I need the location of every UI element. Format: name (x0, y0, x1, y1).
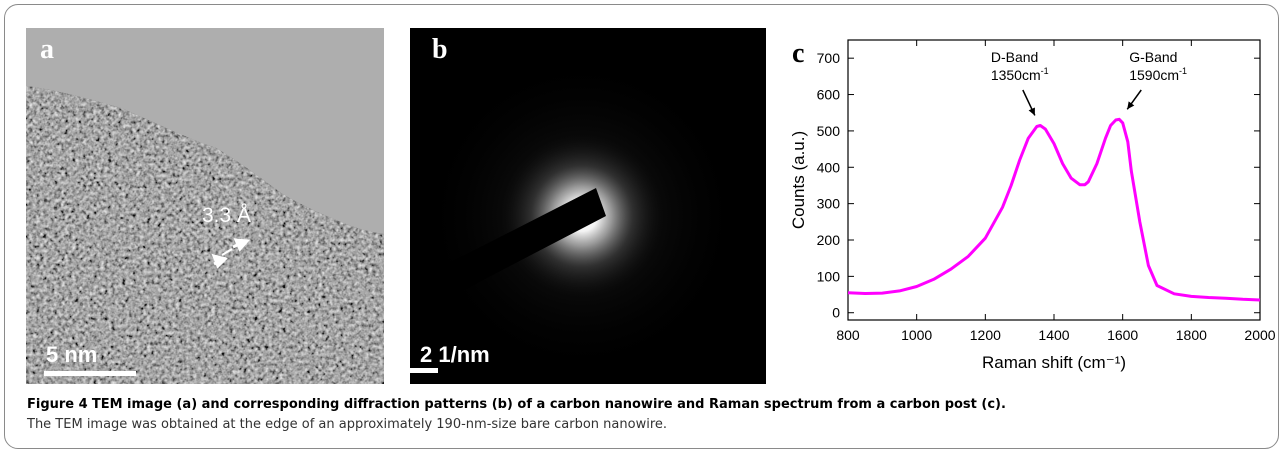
panel-letter-c: c (792, 38, 805, 69)
x-tick-label: 1000 (901, 327, 932, 343)
tem-image-panel: a 3.3 Å 5 nm (26, 28, 384, 384)
caption-body: The TEM image was obtained at the edge o… (27, 417, 668, 432)
panel-letter-a: a (40, 34, 54, 65)
x-tick-label: 1200 (970, 327, 1001, 343)
beam-stop (410, 188, 606, 318)
peak-label-name: G-Band (1129, 49, 1177, 65)
x-tick-label: 1800 (1176, 327, 1207, 343)
caption-label: Figure 4 (27, 397, 88, 412)
y-axis-label: Counts (a.u.) (789, 131, 808, 229)
figure-caption: Figure 4 TEM image (a) and corresponding… (27, 395, 1267, 435)
scale-bar-a (44, 371, 136, 376)
y-tick-label: 0 (832, 305, 840, 321)
caption-title: TEM image (a) and corresponding diffract… (91, 397, 1006, 412)
peak-label-shift: 1590cm-1 (1129, 66, 1187, 83)
chart-ticks: 800 1000 1200 1400 1600 1800 2000 0 100 200 300 400… (817, 40, 1276, 343)
lattice-spacing-arrows (211, 238, 251, 269)
y-tick-label: 400 (817, 159, 841, 175)
scale-label-b: 2 1/nm (420, 342, 490, 367)
x-axis-label: Raman shift (cm⁻¹) (982, 353, 1126, 372)
diffraction-pattern (410, 28, 766, 384)
y-tick-label: 200 (817, 232, 841, 248)
peak-arrowhead (1127, 101, 1135, 110)
figure-frame (4, 4, 1279, 449)
y-tick-label: 100 (817, 268, 841, 284)
diffraction-pattern-panel: b 2 1/nm (410, 28, 766, 384)
tem-image (26, 28, 384, 384)
raman-chart: 800 1000 1200 1400 1600 1800 2000 0 100 200 300 400… (789, 39, 1276, 372)
peak-label-shift: 1350cm-1 (991, 66, 1049, 83)
y-tick-label: 700 (817, 50, 841, 66)
chart-axes (847, 39, 1261, 321)
lattice-spacing-label: 3.3 Å (202, 204, 252, 227)
raman-spectrum-line (847, 117, 1261, 302)
y-tick-label: 600 (817, 87, 841, 103)
peak-label-name: D-Band (991, 49, 1038, 65)
chart-series (847, 117, 1261, 302)
raman-chart-panel: c 800 1000 1200 1400 1600 1800 2000 0 100 200 300 4… (786, 28, 1276, 384)
y-tick-label: 300 (817, 196, 841, 212)
plot-frame (847, 39, 1261, 321)
panel-letter-b: b (432, 34, 448, 65)
x-tick-label: 1400 (1038, 327, 1069, 343)
scale-label-a: 5 nm (46, 342, 98, 367)
peak-arrowhead (1028, 107, 1035, 116)
x-tick-label: 800 (836, 327, 860, 343)
x-tick-label: 1600 (1107, 327, 1138, 343)
x-tick-label: 2000 (1244, 327, 1275, 343)
y-tick-label: 500 (817, 123, 841, 139)
scale-bar-b (410, 368, 438, 373)
